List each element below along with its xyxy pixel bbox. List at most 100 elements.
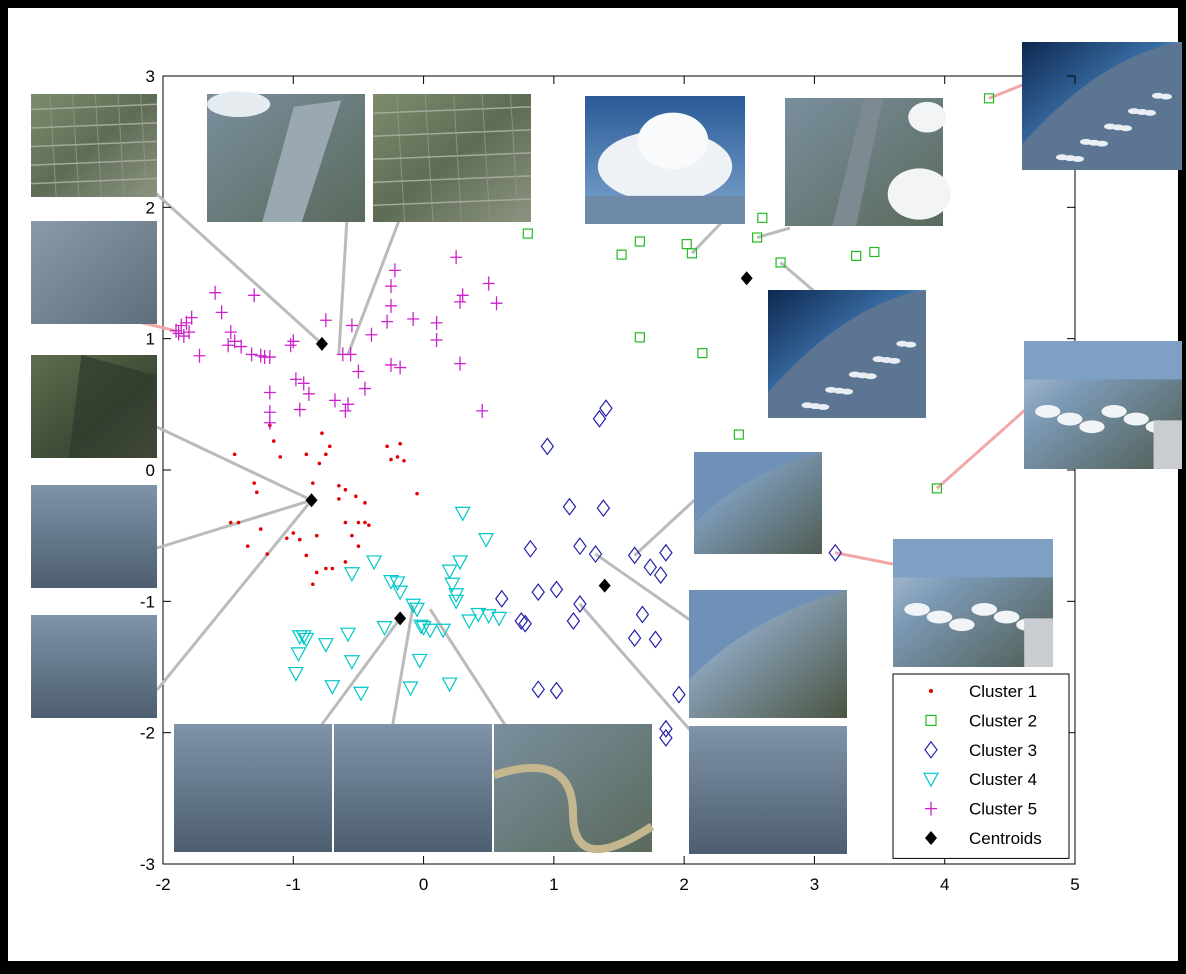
legend-label: Cluster 3 bbox=[969, 741, 1037, 760]
y-tick-label: 3 bbox=[146, 67, 155, 86]
y-tick-label: -2 bbox=[140, 724, 155, 743]
cluster-4-point bbox=[340, 627, 357, 643]
cluster-4-point bbox=[435, 623, 452, 639]
legend: Cluster 1 Cluster 2 Cluster 3 Cluster 4 Clus… bbox=[892, 673, 1070, 859]
cluster-5-point bbox=[263, 415, 276, 430]
cluster-3-point bbox=[518, 614, 532, 633]
cluster-1-point bbox=[317, 461, 322, 466]
thumbnail-images bbox=[30, 42, 1182, 854]
cluster-1-point bbox=[324, 566, 328, 571]
aerial-photo-thumbnail bbox=[207, 91, 365, 222]
cluster-4-point bbox=[290, 647, 307, 663]
cluster-5-point bbox=[430, 332, 443, 347]
cluster-5-point bbox=[263, 350, 276, 365]
cluster-4-point bbox=[402, 681, 419, 697]
cluster-5-point bbox=[407, 311, 420, 326]
aerial-photo-thumbnail bbox=[893, 539, 1053, 667]
cluster-1-point bbox=[385, 444, 389, 449]
centroids-point bbox=[598, 578, 611, 593]
cluster-4-point bbox=[324, 680, 341, 695]
cluster-1-point bbox=[363, 501, 367, 505]
cluster-1-point bbox=[367, 523, 371, 527]
thumbnail-connector bbox=[390, 605, 415, 730]
cluster-4-point bbox=[298, 632, 315, 648]
cluster-2-point bbox=[522, 228, 533, 239]
legend-label: Cluster 5 bbox=[969, 800, 1037, 819]
thumbnail-connector bbox=[337, 217, 349, 355]
cluster-5-point bbox=[302, 386, 315, 401]
cluster-5-point bbox=[224, 325, 237, 340]
cluster-5-point bbox=[385, 357, 397, 372]
cluster-3-point bbox=[635, 605, 650, 624]
cluster-3-point bbox=[573, 537, 587, 556]
cluster-1-point bbox=[314, 533, 319, 538]
legend-marker bbox=[924, 740, 938, 759]
cluster-1-point bbox=[258, 527, 263, 531]
thumbnail-connector bbox=[578, 602, 692, 731]
x-tick-label: 2 bbox=[679, 875, 688, 894]
cluster-5-point bbox=[228, 334, 241, 349]
aerial-photo-thumbnail bbox=[585, 96, 745, 224]
cluster-4-point bbox=[411, 653, 428, 669]
legend-marker bbox=[929, 689, 933, 693]
cluster-5-point bbox=[385, 279, 397, 294]
cluster-5-point bbox=[388, 263, 401, 278]
cluster-3-point bbox=[596, 499, 611, 518]
cluster-4-point bbox=[444, 577, 461, 593]
cluster-5-point bbox=[456, 288, 469, 303]
cluster-1-point bbox=[228, 520, 233, 525]
cluster-1-point bbox=[343, 487, 348, 492]
cluster-3-point bbox=[627, 546, 642, 565]
cluster-1-point bbox=[236, 520, 241, 525]
thumbnail-connector bbox=[690, 220, 724, 255]
cluster-1-point bbox=[350, 533, 354, 538]
cluster-3-point bbox=[549, 681, 564, 700]
cluster-2-point bbox=[752, 232, 763, 243]
thumbnail-connector bbox=[935, 408, 1026, 490]
cluster-3-point bbox=[653, 566, 668, 585]
cluster-4-point bbox=[405, 598, 422, 614]
cluster-5-point bbox=[454, 356, 467, 371]
cluster-2-point bbox=[733, 429, 744, 440]
aerial-photo-thumbnail bbox=[492, 724, 655, 854]
thumbnail-connector bbox=[633, 493, 702, 557]
cluster-1-point bbox=[337, 497, 341, 501]
cluster-4-point bbox=[452, 555, 469, 571]
cluster-1-point bbox=[343, 520, 348, 525]
thumbnail-connector bbox=[594, 552, 691, 622]
cluster-1-point bbox=[398, 441, 402, 446]
cluster-3-point bbox=[659, 728, 673, 747]
centroids-point bbox=[740, 271, 753, 286]
aerial-photo-thumbnail bbox=[31, 615, 157, 718]
cluster-5-point bbox=[490, 296, 503, 311]
cluster-3-point bbox=[573, 594, 587, 613]
cluster-3-point bbox=[549, 580, 564, 599]
cluster-4-point bbox=[392, 585, 409, 601]
x-tick-label: -1 bbox=[286, 875, 301, 894]
cluster-3-point bbox=[514, 612, 529, 631]
aerial-photo-thumbnail bbox=[785, 98, 951, 226]
x-tick-label: -2 bbox=[155, 875, 170, 894]
cluster-3-point bbox=[643, 558, 658, 577]
cluster-4-point bbox=[454, 506, 471, 522]
cluster-4-point bbox=[353, 686, 370, 702]
cluster-5-point bbox=[430, 315, 443, 330]
thumbnail-connector bbox=[318, 617, 402, 728]
cluster-3-point bbox=[599, 399, 613, 418]
cluster-5-point bbox=[185, 310, 198, 325]
legend-box bbox=[892, 673, 1070, 859]
aerial-photo-thumbnail bbox=[694, 452, 822, 554]
cluster-3-point bbox=[588, 545, 603, 564]
cluster-1-point bbox=[245, 544, 250, 548]
cluster-1-point bbox=[298, 537, 302, 542]
cluster-1-point bbox=[278, 455, 283, 459]
thumbnail-connector bbox=[148, 186, 323, 346]
centroids-point bbox=[394, 611, 407, 626]
cluster-3-point bbox=[672, 685, 686, 704]
thumbnail-connector bbox=[346, 217, 402, 355]
cluster-5-point bbox=[284, 338, 297, 353]
cluster-4-point bbox=[491, 611, 508, 627]
cluster-3-point bbox=[562, 497, 577, 516]
cluster-5-point bbox=[215, 305, 228, 320]
aerial-photo-thumbnail bbox=[1022, 42, 1182, 170]
